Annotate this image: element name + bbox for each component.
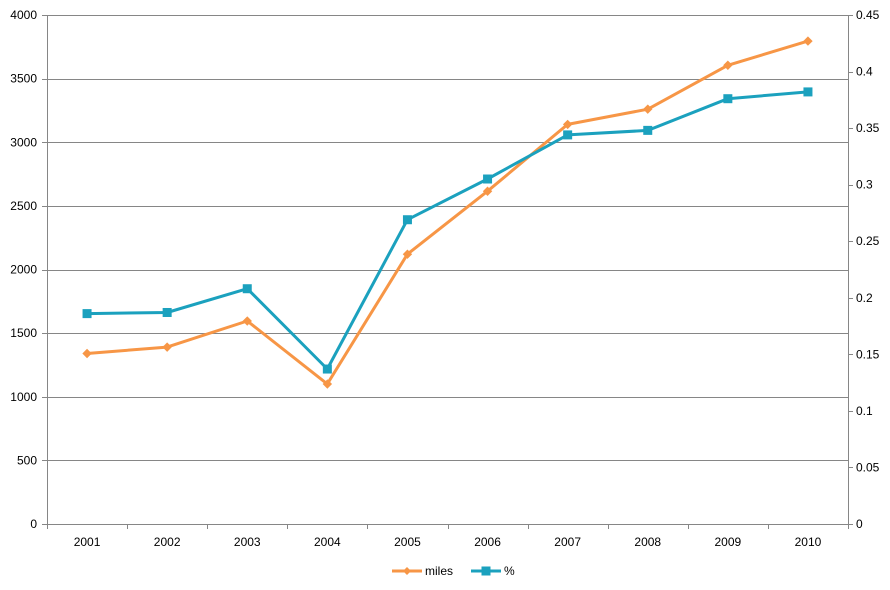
axes [47, 15, 849, 525]
legend-label: % [504, 564, 515, 578]
data-point-diamond [322, 379, 333, 389]
right-axis-ticks: 0 0.05 0.1 0.15 0.2 0.25 0.3 0.35 0.4 0.45 [848, 8, 880, 531]
x-tick-label: 2002 [154, 535, 181, 549]
legend-marker [403, 567, 411, 575]
series-line [86, 90, 809, 371]
data-point-diamond [82, 348, 92, 359]
data-point-square [723, 94, 733, 104]
data-point-square [82, 309, 92, 319]
x-tick-label: 2006 [474, 535, 501, 549]
legend: miles% [392, 564, 515, 578]
series-line [86, 39, 809, 386]
left-tick-label: 1500 [10, 326, 37, 340]
data-point-diamond [562, 119, 573, 130]
right-tick-label: 0.1 [856, 404, 873, 418]
left-axis-ticks: 0 500 1000 1500 2000 2500 3000 3500 4000 [10, 8, 47, 531]
data-point-square [563, 130, 573, 140]
series-percent [82, 87, 813, 374]
left-tick-label: 0 [30, 517, 37, 531]
right-tick-label: 0.05 [856, 460, 880, 474]
data-point-square [483, 174, 493, 184]
data-point-square [803, 87, 813, 97]
x-tick-label: 2004 [314, 535, 341, 549]
data-point-diamond [242, 316, 252, 326]
right-tick-label: 0.35 [856, 121, 880, 135]
gridlines [47, 15, 848, 461]
data-point-square [242, 284, 252, 294]
x-tick-label: 2005 [394, 535, 421, 549]
left-tick-label: 2000 [10, 263, 37, 277]
data-point-square [643, 125, 653, 135]
legend-item: % [471, 564, 515, 578]
x-tick-label: 2003 [234, 535, 261, 549]
legend-item: miles [392, 564, 453, 578]
data-point-square [402, 215, 412, 225]
right-tick-label: 0 [856, 517, 863, 531]
data-point-square [322, 364, 332, 374]
series-miles [82, 36, 813, 389]
data-point-diamond [402, 249, 413, 259]
left-tick-label: 3000 [10, 135, 37, 149]
right-tick-label: 0.25 [856, 234, 880, 248]
right-tick-label: 0.15 [856, 347, 880, 361]
x-tick-label: 2008 [634, 535, 661, 549]
data-point-diamond [482, 186, 493, 196]
series-layer [82, 36, 813, 389]
left-tick-label: 4000 [10, 8, 37, 22]
legend-label: miles [425, 564, 453, 578]
data-point-diamond [803, 36, 813, 46]
left-tick-label: 1000 [10, 390, 37, 404]
x-tick-label: 2010 [795, 535, 822, 549]
data-point-diamond [162, 342, 172, 352]
x-tick-label: 2007 [554, 535, 581, 549]
left-tick-label: 2500 [10, 199, 37, 213]
x-axis-ticks: 2001 2002 2003 2004 2005 2006 2007 2008 2009 2010 [47, 524, 849, 549]
x-tick-label: 2001 [74, 535, 101, 549]
right-tick-label: 0.45 [856, 8, 880, 22]
right-tick-label: 0.4 [856, 65, 873, 79]
legend-marker [481, 566, 491, 576]
data-point-square [162, 307, 172, 317]
right-tick-label: 0.3 [856, 178, 873, 192]
left-tick-label: 500 [17, 453, 37, 467]
right-tick-label: 0.2 [856, 291, 873, 305]
data-point-diamond [643, 104, 653, 114]
x-tick-label: 2009 [714, 535, 741, 549]
data-point-diamond [723, 60, 733, 70]
left-tick-label: 3500 [10, 72, 37, 86]
